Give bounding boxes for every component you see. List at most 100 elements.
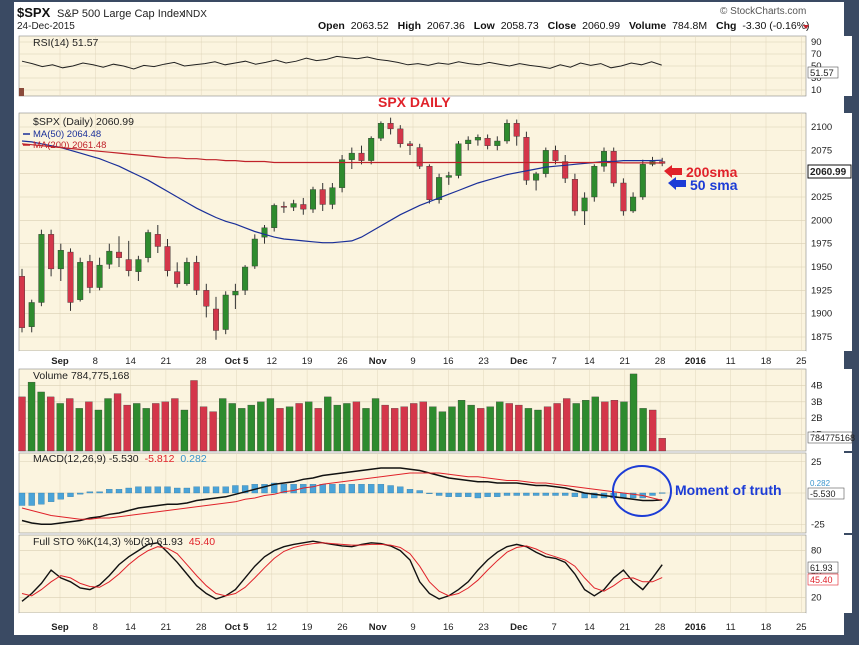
macd-histogram-bar	[135, 486, 142, 494]
macd-histogram-bar	[494, 492, 501, 497]
volume-bar	[228, 403, 236, 452]
candle-body	[426, 165, 433, 200]
volume-bar	[410, 403, 418, 452]
svg-text:Open 2063.52 High: Open 2063.52 High 2067.36 Low 2058.73 Cl…	[318, 20, 810, 32]
volume-bar	[56, 403, 64, 452]
macd-histogram-bar	[377, 484, 385, 494]
x-tick-label: 14	[125, 622, 136, 633]
volume-bar	[467, 404, 475, 452]
ma200-line	[21, 143, 663, 164]
x-tick-label: 21	[620, 622, 631, 633]
macd-histogram-bar	[387, 485, 394, 494]
candle-body	[368, 137, 375, 161]
volume-bar	[543, 406, 552, 452]
volume-bar	[161, 401, 169, 452]
macd-histogram-bar	[183, 487, 191, 494]
candle-body	[222, 294, 229, 330]
x-tick-label: 28	[655, 356, 666, 367]
macd-histogram-bar	[96, 491, 103, 494]
x-tick-label: 25	[796, 356, 807, 367]
volume-bar	[371, 398, 380, 452]
rsi-line	[21, 55, 662, 70]
volume-bar	[419, 401, 427, 452]
x-tick-label: 7	[552, 356, 557, 367]
x-tick-label: Dec	[510, 356, 527, 367]
x-tick-label: Nov	[369, 622, 388, 633]
candle-body	[164, 246, 171, 271]
macd-histogram-bar	[542, 492, 549, 496]
volume-bar	[37, 391, 45, 452]
volume-bar	[572, 403, 580, 452]
stoch-d-current-box	[807, 573, 839, 586]
volume-bar	[152, 403, 160, 452]
x-tick-label: 26	[337, 356, 348, 367]
stoch-k-legend: Full STO %K(14,3) %D(3) 61.93	[33, 536, 183, 548]
macd-histogram-bar	[144, 486, 152, 494]
candle-body	[601, 151, 608, 167]
candle-body	[552, 150, 559, 161]
macd-histogram-bar	[47, 492, 55, 502]
volume-bar	[27, 381, 36, 452]
x-axis-strip-bottom	[19, 613, 806, 633]
header-bar	[14, 2, 844, 33]
macd-line	[21, 467, 663, 526]
x-tick-label: 9	[410, 356, 415, 367]
macd-histogram-bar	[280, 484, 288, 494]
volume-bar	[381, 404, 389, 452]
volume-bar	[238, 408, 246, 452]
volume-bar	[620, 401, 628, 452]
stoch-k-current-label: 61.93	[810, 563, 833, 573]
candle-body	[154, 234, 161, 247]
x-tick-label: 19	[302, 622, 313, 633]
candle-body	[38, 234, 45, 303]
arrow-50sma-icon	[668, 177, 686, 190]
x-tick-label: 18	[761, 622, 772, 633]
candle-body	[407, 143, 414, 146]
volume-bar	[457, 400, 466, 452]
volume-bar	[601, 401, 609, 452]
volume-bar	[219, 398, 227, 452]
rsi-tick-label: 50	[811, 61, 822, 72]
candle-body	[387, 123, 394, 130]
candle-body	[106, 250, 113, 265]
volume-legend: Volume 784,775,168	[33, 370, 129, 382]
highlight-circle	[612, 465, 672, 517]
macd-histogram-bar	[271, 482, 278, 494]
volume-bar	[247, 404, 255, 452]
ma50-line	[21, 140, 663, 244]
x-tick-label: 28	[655, 622, 666, 633]
price-tick-label: 1875	[811, 332, 832, 343]
price-tick-label: 2025	[811, 192, 832, 203]
macd-histogram-bar	[649, 492, 656, 496]
macd-histogram-bar	[193, 486, 200, 494]
candle-body	[96, 264, 103, 288]
macd-histogram-bar	[348, 484, 355, 494]
stochastic-tick-label: 20	[811, 592, 822, 603]
x-tick-label: 14	[584, 622, 595, 633]
high-value: 2067.36	[427, 20, 465, 32]
candle-body	[416, 147, 423, 167]
volume-bar	[75, 408, 83, 452]
candle-body	[261, 227, 268, 238]
x-tick-label: 16	[443, 622, 454, 633]
volume-bar	[629, 373, 638, 452]
low-value: 2058.73	[501, 20, 539, 32]
candle-body	[77, 262, 84, 300]
macd-histogram-bar	[67, 492, 74, 497]
volume-bar	[171, 398, 179, 452]
candle-body	[183, 262, 190, 285]
macd-histogram-bar	[261, 484, 268, 494]
candle-body	[348, 152, 355, 160]
macd-histogram-bar	[426, 492, 433, 494]
x-tick-label: 2016	[685, 356, 706, 367]
open-value: 2063.52	[351, 20, 389, 32]
macd-histogram-bar	[416, 490, 423, 494]
macd-histogram-bar	[329, 484, 336, 494]
macd-histogram-bar	[591, 492, 598, 499]
volume-bar	[85, 401, 93, 452]
x-tick-label: 28	[196, 622, 207, 633]
volume-bar	[257, 401, 265, 452]
volume-bar	[123, 404, 131, 452]
